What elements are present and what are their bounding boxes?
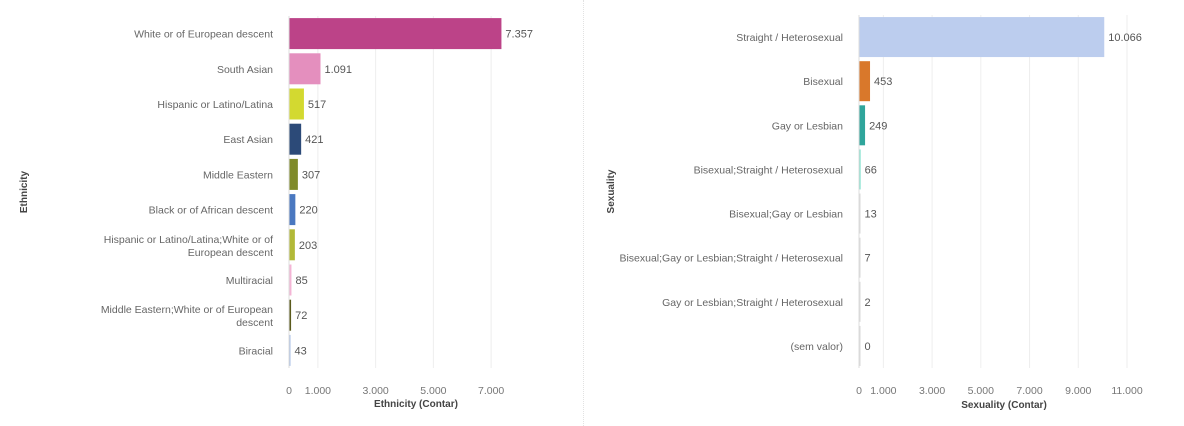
category-label: East Asian bbox=[223, 134, 273, 146]
value-label: 517 bbox=[308, 99, 326, 111]
category-label: White or of European descent bbox=[134, 29, 273, 41]
x-tick-label: 7.000 bbox=[1016, 385, 1042, 397]
x-tick-label: 3.000 bbox=[362, 385, 388, 397]
bar bbox=[289, 158, 298, 190]
value-label: 220 bbox=[299, 205, 317, 217]
bar bbox=[859, 325, 861, 366]
x-tick-label: 5.000 bbox=[420, 385, 446, 397]
category-label: Straight / Heterosexual bbox=[736, 32, 843, 44]
ethnicity-chart: White or of European descent 7.357 South A… bbox=[19, 16, 533, 410]
value-label: 66 bbox=[865, 164, 877, 176]
x-tick-label: 3.000 bbox=[919, 385, 945, 397]
category-label: Hispanic or Latino/Latina;White or of Eur… bbox=[104, 234, 273, 259]
x-axis-title: Ethnicity (Contar) bbox=[374, 399, 458, 410]
category-label: Bisexual;Straight / Heterosexual bbox=[694, 164, 843, 176]
category-label: South Asian bbox=[217, 64, 273, 76]
bar bbox=[859, 61, 871, 102]
x-tick-label: 1.000 bbox=[305, 385, 331, 397]
bar bbox=[289, 264, 292, 296]
category-label-line: European descent bbox=[188, 247, 273, 259]
value-label: 7.357 bbox=[505, 29, 533, 41]
category-label: Hispanic or Latino/Latina bbox=[157, 99, 273, 111]
category-label: Black or of African descent bbox=[149, 205, 273, 217]
bar bbox=[859, 17, 1105, 58]
x-tick-label: 11.000 bbox=[1111, 385, 1142, 397]
category-label: Middle Eastern bbox=[203, 169, 273, 181]
sexuality-chart: Straight / Heterosexual 10.066 Bisexual 453… bbox=[606, 15, 1143, 411]
value-label: 13 bbox=[865, 209, 877, 221]
bar bbox=[289, 53, 321, 85]
value-label: 203 bbox=[299, 240, 317, 252]
category-label: Bisexual bbox=[803, 76, 843, 88]
category-label: Middle Eastern;White or of European desce… bbox=[101, 304, 273, 329]
bar bbox=[289, 229, 295, 261]
x-tick-label: 9.000 bbox=[1065, 385, 1091, 397]
x-tick-label: 0 bbox=[856, 385, 862, 397]
bar bbox=[289, 299, 292, 331]
value-label: 249 bbox=[869, 120, 887, 132]
category-label: Biracial bbox=[239, 345, 273, 357]
x-tick-label: 0 bbox=[286, 385, 292, 397]
value-label: 2 bbox=[865, 297, 871, 309]
value-label: 421 bbox=[305, 134, 323, 146]
y-axis-title: Sexuality bbox=[606, 169, 617, 213]
bar bbox=[859, 105, 866, 146]
value-label: 10.066 bbox=[1108, 32, 1142, 44]
bar bbox=[289, 123, 302, 155]
category-label: Gay or Lesbian;Straight / Heterosexual bbox=[662, 297, 843, 309]
value-label: 453 bbox=[874, 76, 892, 88]
category-label-line: descent bbox=[236, 317, 273, 329]
value-label: 85 bbox=[295, 275, 307, 287]
value-label: 43 bbox=[295, 345, 307, 357]
value-label: 7 bbox=[865, 253, 871, 265]
category-label: Multiracial bbox=[226, 275, 273, 287]
value-label: 1.091 bbox=[325, 64, 353, 76]
category-label: (sem valor) bbox=[790, 341, 843, 353]
y-axis-title: Ethnicity bbox=[19, 170, 30, 213]
bar bbox=[289, 194, 296, 226]
bar bbox=[289, 88, 304, 120]
value-label: 0 bbox=[865, 341, 871, 353]
value-label: 307 bbox=[302, 169, 320, 181]
category-label: Bisexual;Gay or Lesbian;Straight / Heter… bbox=[619, 253, 843, 265]
x-axis-title: Sexuality (Contar) bbox=[961, 400, 1047, 411]
panel-divider bbox=[583, 0, 584, 426]
x-tick-label: 5.000 bbox=[968, 385, 994, 397]
bar bbox=[859, 193, 861, 234]
category-label-line: Middle Eastern;White or of European bbox=[101, 304, 273, 316]
category-label: Gay or Lesbian bbox=[772, 120, 843, 132]
x-tick-label: 1.000 bbox=[870, 385, 896, 397]
category-label-line: Hispanic or Latino/Latina;White or of bbox=[104, 234, 273, 246]
bar bbox=[859, 237, 861, 278]
bar bbox=[289, 334, 291, 366]
x-tick-label: 7.000 bbox=[478, 385, 504, 397]
bar bbox=[289, 18, 502, 50]
value-label: 72 bbox=[295, 310, 307, 322]
bar bbox=[859, 281, 861, 322]
category-label: Bisexual;Gay or Lesbian bbox=[729, 209, 843, 221]
bar bbox=[859, 149, 861, 190]
